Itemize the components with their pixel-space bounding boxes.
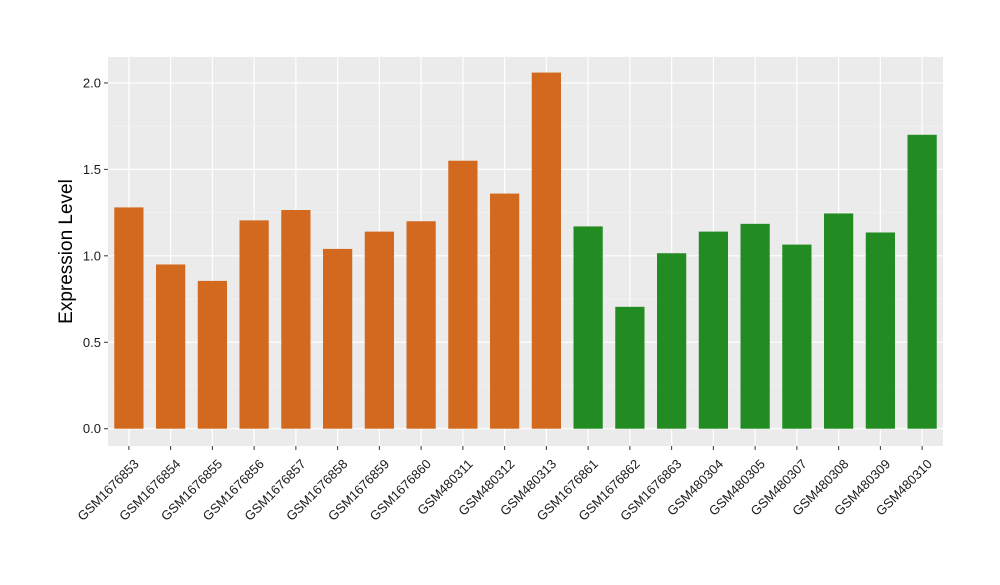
y-tick-label: 0.5: [83, 335, 101, 350]
bar-gsm480313: [531, 72, 561, 429]
bar-gsm480312: [490, 193, 520, 429]
bar-gsm480304: [698, 231, 728, 429]
bar-gsm480305: [740, 223, 770, 429]
bar-gsm1676854: [156, 264, 186, 429]
bar-gsm480307: [782, 244, 812, 429]
bar-gsm1676857: [281, 210, 311, 429]
bar-gsm1676858: [323, 248, 353, 429]
y-axis: 0.0 0.5 1.0 1.5 2.0: [83, 75, 108, 436]
bar-gsm1676861: [573, 226, 603, 429]
y-tick-label: 1.0: [83, 248, 101, 263]
bar-gsm1676859: [364, 231, 394, 429]
y-tick-label: 2.0: [83, 75, 101, 90]
y-tick-label: 0.0: [83, 421, 101, 436]
bar-gsm480308: [824, 213, 854, 429]
y-axis-label: Expression Level: [56, 179, 77, 324]
bar-gsm480310: [907, 134, 937, 429]
bar-gsm1676853: [114, 207, 144, 429]
x-axis: GSM1676853GSM1676854GSM1676855GSM1676856…: [74, 446, 935, 524]
bar-gsm1676856: [239, 220, 269, 429]
y-tick-label: 1.5: [83, 162, 101, 177]
bar-gsm1676855: [197, 280, 227, 429]
bar-gsm1676863: [657, 253, 687, 429]
bars: [114, 72, 937, 429]
bar-gsm480309: [865, 232, 895, 429]
plot-panel: [108, 57, 943, 446]
bar-gsm1676862: [615, 306, 645, 429]
bar-gsm480311: [448, 160, 478, 429]
bar-gsm1676860: [406, 221, 436, 429]
